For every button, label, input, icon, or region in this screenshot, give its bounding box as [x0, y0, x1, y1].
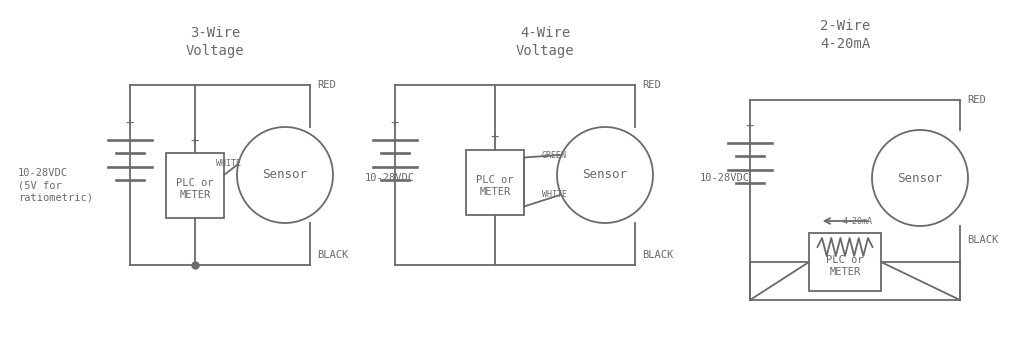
Text: PLC or
METER: PLC or METER — [176, 178, 214, 200]
Text: 3-Wire
Voltage: 3-Wire Voltage — [185, 26, 245, 58]
Text: Sensor: Sensor — [583, 168, 628, 181]
Text: WHITE: WHITE — [216, 159, 241, 167]
Text: Sensor: Sensor — [262, 168, 307, 181]
Text: Sensor: Sensor — [897, 172, 942, 184]
Bar — [809, 233, 881, 291]
Text: +: + — [391, 116, 399, 130]
Text: BLACK: BLACK — [642, 250, 673, 260]
Text: BLACK: BLACK — [317, 250, 348, 260]
Text: 10-28VDC: 10-28VDC — [700, 173, 750, 183]
Text: 4-Wire
Voltage: 4-Wire Voltage — [516, 26, 574, 58]
Text: RED: RED — [967, 95, 986, 105]
Text: +: + — [745, 119, 755, 133]
Text: +: + — [126, 116, 134, 130]
Bar — [466, 149, 524, 214]
Bar — [166, 152, 224, 218]
Text: RED: RED — [642, 80, 660, 90]
Text: BLACK: BLACK — [967, 235, 998, 245]
Text: GREEN: GREEN — [542, 151, 567, 160]
Text: 4-20mA: 4-20mA — [842, 217, 872, 225]
Text: RED: RED — [317, 80, 336, 90]
Text: +: + — [190, 133, 200, 148]
Text: PLC or
METER: PLC or METER — [826, 255, 864, 277]
Text: 10-28VDC
(5V for
ratiometric): 10-28VDC (5V for ratiometric) — [18, 167, 93, 203]
Text: PLC or
METER: PLC or METER — [476, 175, 514, 197]
Text: WHITE: WHITE — [542, 190, 567, 199]
Text: +: + — [490, 131, 499, 145]
Text: 2-Wire
4-20mA: 2-Wire 4-20mA — [820, 19, 870, 51]
Text: 10-28VDC: 10-28VDC — [365, 173, 415, 183]
